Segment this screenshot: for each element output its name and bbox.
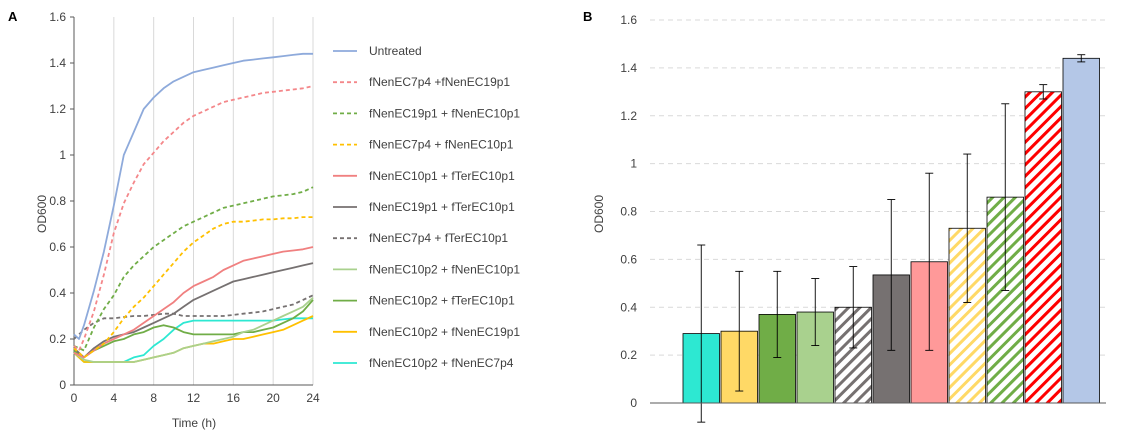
y-tick-label: 1.4 [49,56,66,70]
x-tick-label: 24 [306,391,320,405]
panel-a-gridlines [113,17,314,385]
legend-label: fNenEC19p1 + fTerEC10p1 [369,200,515,214]
x-tick-label: 16 [227,391,241,405]
panel-a-y-tick-labels: 0 0.2 0.4 0.6 0.8 1 1.2 1.4 1.6 [49,10,66,392]
panel-b-y-tick-labels: 0 0.2 0.4 0.6 0.8 1 1.2 1.4 1.6 [620,13,637,410]
x-tick-label: 12 [187,391,201,405]
y-tick-label: 1 [59,148,66,162]
y-tick-label: 1 [630,157,637,171]
legend-label: fNenEC19p1 + fNenEC10p1 [369,106,520,120]
y-tick-label: 1.6 [620,13,637,27]
y-tick-label: 0.4 [49,286,66,300]
y-tick-label: 1.2 [620,109,637,123]
series-line-3 [73,216,313,359]
y-tick-label: 0.2 [620,348,637,362]
legend-label: fNenEC10p2 + fTerEC10p1 [369,294,515,308]
x-tick-label: 8 [150,391,157,405]
series-line-7 [73,296,314,363]
panel-a-series-lines [73,52,314,363]
x-tick-label: 0 [71,391,78,405]
y-tick-label: 1.6 [49,10,66,24]
panel-b-y-axis-label: OD600 [592,195,606,233]
series-line-2 [73,186,314,352]
series-line-1 [73,85,314,352]
legend-label: fNenEC10p2 + fNenEC10p1 [369,262,520,276]
y-tick-label: 0.2 [49,332,66,346]
y-tick-label: 0.6 [49,240,66,254]
panel-a-axes [70,16,313,386]
y-tick-label: 0 [59,378,66,392]
series-line-8 [73,299,314,359]
series-line-5 [73,262,314,359]
y-tick-label: 0.4 [620,300,637,314]
legend-label: fNenEC7p4 + fTerEC10p1 [369,231,508,245]
panel-b-bar-chart: B 0 0.2 0.4 0.6 0.8 1 1.2 1.4 1.6 OD600 [583,9,1106,423]
bar-9 [1024,91,1062,404]
x-tick-label: 20 [266,391,280,405]
series-line-4 [73,246,314,359]
panel-a-x-tick-labels: 0 4 8 12 16 20 24 [71,391,320,405]
series-line-6 [73,294,314,340]
legend-label: fNenEC7p4 +fNenEC19p1 [369,75,510,89]
panel-label-b: B [583,9,592,24]
legend-label: fNenEC7p4 + fNenEC10p1 [369,138,514,152]
y-tick-label: 1.2 [49,102,66,116]
bar-10 [1062,57,1100,404]
y-tick-label: 0.8 [49,194,66,208]
legend-label: Untreated [369,44,422,58]
legend-label: fNenEC10p1 + fTerEC10p1 [369,169,515,183]
legend-label: fNenEC10p2 + fNenEC7p4 [369,356,514,370]
panel-a-line-chart: A 0 0.2 0.4 0.6 0.8 1 1.2 1.4 1.6 0 4 8 12 16 20 24 OD… [8,9,520,430]
series-line-0 [73,52,313,340]
y-tick-label: 0.6 [620,252,637,266]
panel-b-error-bars [697,54,1086,423]
x-tick-label: 4 [110,391,117,405]
legend-label: fNenEC10p2 + fNenEC19p1 [369,325,520,339]
panel-a-x-axis-label: Time (h) [172,416,216,430]
y-tick-label: 0.8 [620,205,637,219]
y-tick-label: 0 [630,396,637,410]
panel-a-y-axis-label: OD600 [35,195,49,233]
panel-a-legend: Untreated fNenEC7p4 +fNenEC19p1 fNenEC19p1… [333,44,520,370]
y-tick-label: 1.4 [620,61,637,75]
panel-label-a: A [8,9,18,24]
